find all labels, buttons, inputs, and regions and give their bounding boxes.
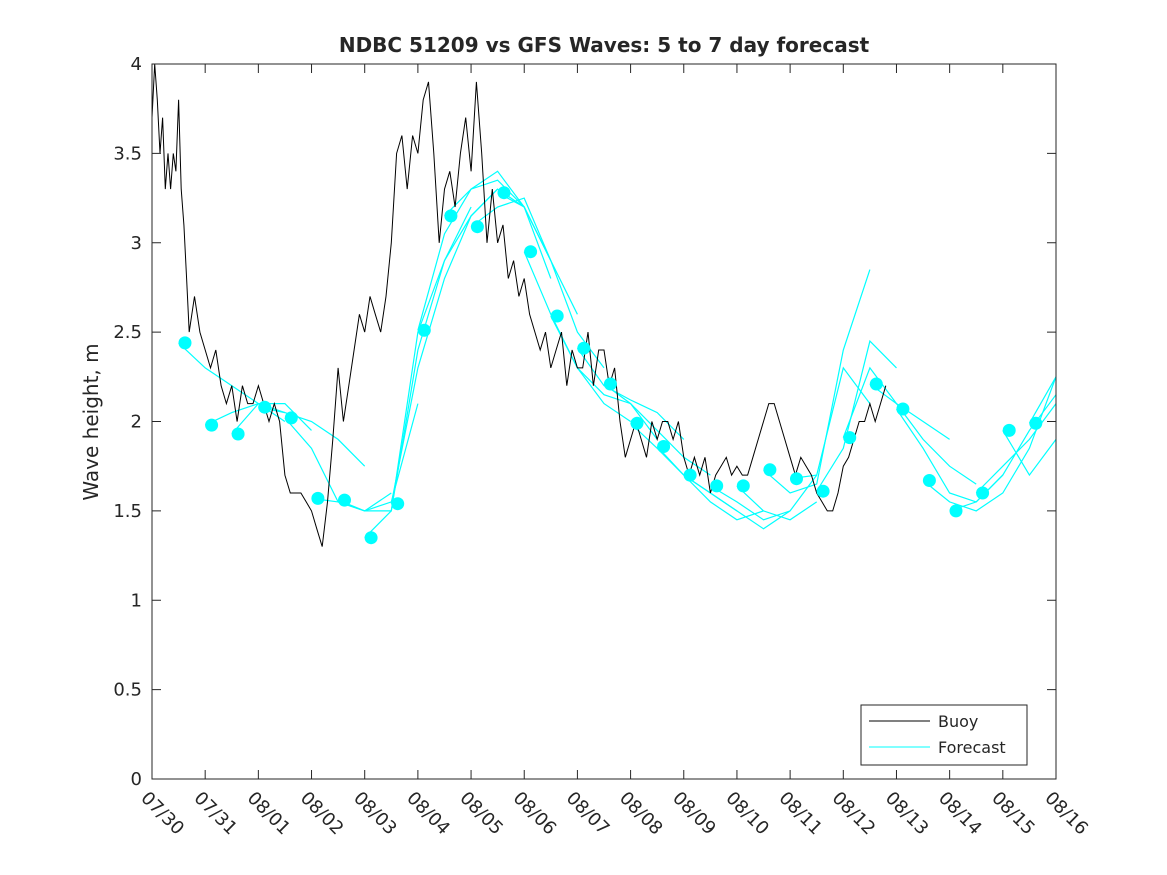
forecast-point (736, 479, 750, 493)
forecast-point (364, 531, 378, 545)
forecast-line (337, 206, 472, 512)
forecast-point (417, 323, 431, 337)
forecast-point (630, 416, 644, 430)
forecast-point (790, 472, 803, 486)
y-tick-label: 3 (131, 233, 142, 254)
forecast-point (922, 474, 936, 487)
forecast-point (683, 468, 697, 482)
forecast-line (816, 339, 897, 492)
data-layer (151, 63, 1057, 547)
forecast-point (444, 209, 458, 223)
forecast-point (178, 336, 192, 350)
forecast-point (577, 341, 591, 355)
legend-buoy-label: Buoy (938, 712, 978, 731)
forecast-line (736, 485, 818, 521)
forecast-line (869, 383, 977, 485)
buoy-line (151, 63, 887, 547)
forecast-point (843, 431, 857, 445)
y-tick-label: 1.5 (113, 501, 142, 522)
forecast-point (205, 418, 219, 432)
forecast-point (1002, 423, 1016, 437)
forecast-point (949, 504, 963, 518)
forecast-line (710, 474, 818, 521)
forecast-point (311, 491, 325, 505)
y-tick-label: 3.5 (113, 143, 142, 164)
forecast-line (683, 474, 791, 530)
forecast-point (710, 479, 724, 493)
forecast-line (470, 197, 578, 315)
forecast-point (976, 486, 990, 500)
forecast-point (603, 377, 617, 391)
y-tick-label: 0.5 (113, 680, 142, 701)
forecast-point (391, 497, 405, 511)
forecast-line (922, 376, 1057, 512)
forecast-point (869, 377, 883, 391)
forecast-point (338, 493, 351, 507)
legend-box (860, 704, 1028, 766)
forecast-line (1028, 376, 1057, 424)
forecast-point (284, 411, 298, 425)
forecast-point (258, 400, 272, 414)
y-tick-label: 1 (131, 590, 142, 611)
y-axis-label: Wave height, m (79, 343, 103, 500)
forecast-line (550, 315, 658, 440)
forecast-point (524, 245, 538, 259)
forecast-point (550, 309, 564, 323)
forecast-line (763, 269, 871, 494)
forecast-point (231, 427, 245, 441)
forecast-point (497, 186, 511, 200)
forecast-point (470, 220, 484, 234)
forecast-point (816, 484, 830, 498)
chart-title: NDBC 51209 vs GFS Waves: 5 to 7 day fore… (339, 33, 870, 57)
forecast-line (790, 366, 871, 480)
legend-forecast-label: Forecast (938, 738, 1006, 757)
y-tick-label: 2.5 (113, 322, 142, 343)
forecast-point (657, 440, 671, 453)
forecast-line (1002, 430, 1057, 477)
y-tick-label: 4 (131, 54, 142, 75)
forecast-point (1029, 416, 1043, 430)
y-tick-label: 0 (131, 769, 142, 790)
legend: Buoy Forecast (860, 704, 1028, 766)
forecast-point (763, 463, 777, 477)
forecast-line (417, 170, 552, 331)
forecast-point (896, 402, 910, 416)
y-tick-label: 2 (131, 412, 142, 433)
